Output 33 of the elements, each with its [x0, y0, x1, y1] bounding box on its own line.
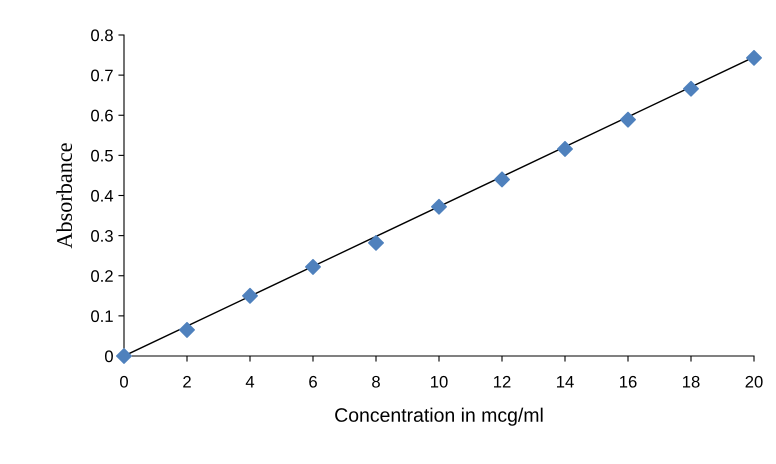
x-tick-label: 8 — [372, 376, 380, 388]
point — [746, 50, 762, 66]
x-tick-label: 18 — [683, 376, 700, 388]
point — [368, 234, 384, 251]
y-axis-title: Absorbance — [56, 143, 72, 248]
y-tick-label: 0.8 — [91, 29, 113, 42]
y-tick-label: 0.3 — [91, 230, 113, 242]
point — [431, 198, 447, 215]
x-tick-label: 16 — [620, 376, 637, 388]
point — [305, 258, 321, 275]
y-tick-label: 0.2 — [91, 270, 113, 282]
x-tick-label: 2 — [183, 376, 191, 388]
point — [242, 288, 258, 304]
point — [557, 140, 573, 157]
x-tick-label: 12 — [494, 376, 510, 388]
x-axis-title: Concentration in mcg/ml — [335, 408, 543, 426]
point — [683, 80, 699, 97]
point — [494, 171, 510, 188]
x-tick-label: 14 — [557, 376, 574, 388]
y-tick-label: 0.5 — [91, 150, 113, 162]
x-tick-label: 6 — [309, 376, 317, 388]
y-tick-label: 0.7 — [91, 70, 113, 82]
y-tick-label: 0.4 — [91, 190, 114, 202]
x-tick-label: 4 — [246, 376, 254, 388]
y-tick-label: 0.1 — [91, 310, 113, 322]
y-tick-label: 0.6 — [91, 110, 113, 122]
x-tick-label: 0 — [120, 376, 128, 388]
point — [620, 112, 636, 128]
x-tick-label: 20 — [746, 376, 763, 388]
y-tick-label: 0 — [104, 350, 113, 362]
x-tick-label: 10 — [431, 376, 448, 388]
point — [179, 322, 195, 338]
point — [116, 348, 132, 364]
